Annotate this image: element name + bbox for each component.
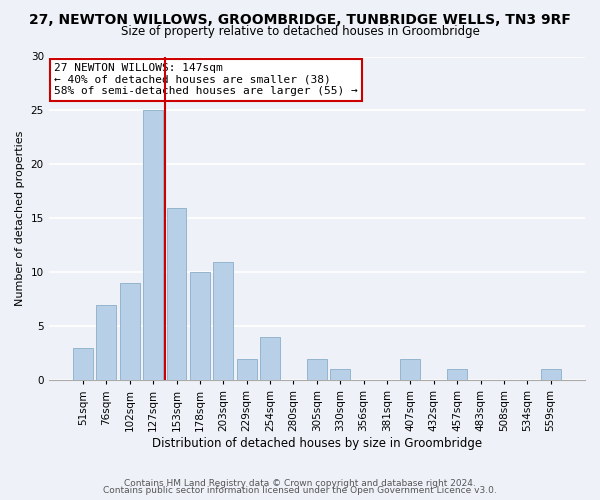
Bar [237,358,257,380]
Bar [260,337,280,380]
Text: 27 NEWTON WILLOWS: 147sqm
← 40% of detached houses are smaller (38)
58% of semi-: 27 NEWTON WILLOWS: 147sqm ← 40% of detac… [54,63,358,96]
Bar [541,370,560,380]
Bar [400,358,421,380]
Bar [190,272,210,380]
Bar [143,110,163,380]
Bar [214,262,233,380]
Bar [97,304,116,380]
Text: 27, NEWTON WILLOWS, GROOMBRIDGE, TUNBRIDGE WELLS, TN3 9RF: 27, NEWTON WILLOWS, GROOMBRIDGE, TUNBRID… [29,12,571,26]
Bar [330,370,350,380]
Bar [447,370,467,380]
Bar [307,358,327,380]
Bar [73,348,93,380]
X-axis label: Distribution of detached houses by size in Groombridge: Distribution of detached houses by size … [152,437,482,450]
Text: Size of property relative to detached houses in Groombridge: Size of property relative to detached ho… [121,25,479,38]
Text: Contains public sector information licensed under the Open Government Licence v3: Contains public sector information licen… [103,486,497,495]
Text: Contains HM Land Registry data © Crown copyright and database right 2024.: Contains HM Land Registry data © Crown c… [124,478,476,488]
Y-axis label: Number of detached properties: Number of detached properties [15,130,25,306]
Bar [167,208,187,380]
Bar [120,283,140,380]
